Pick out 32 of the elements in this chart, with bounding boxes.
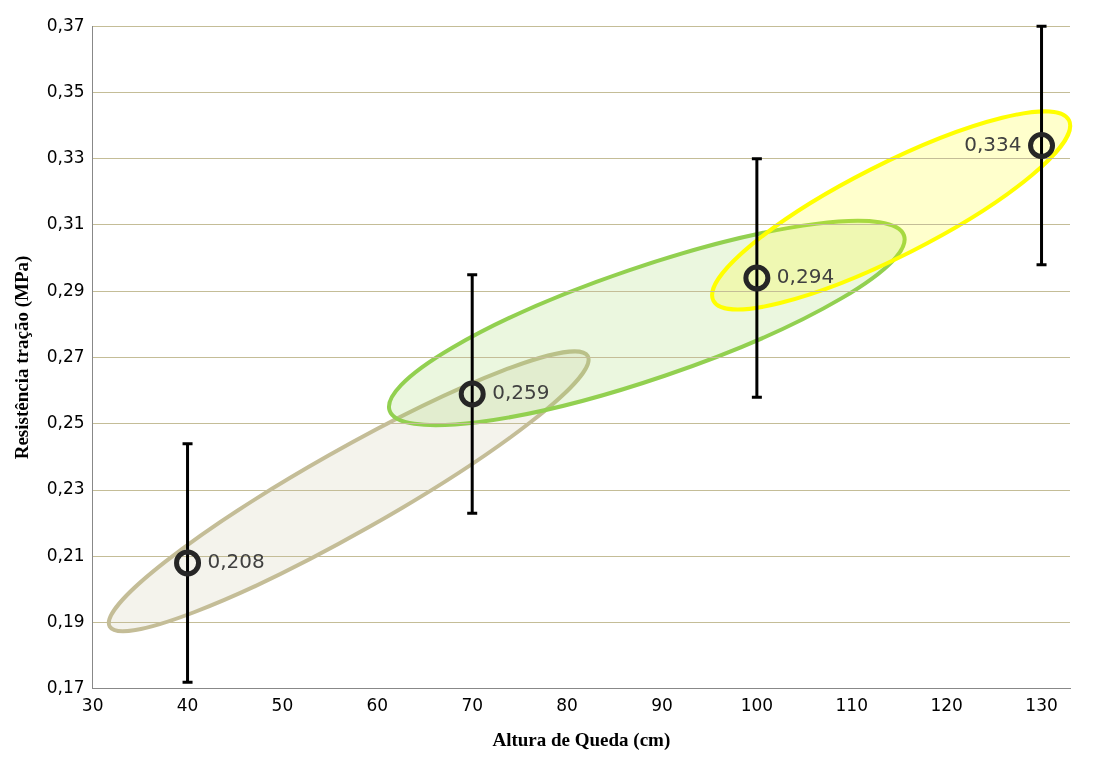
data-label: 0,294 [776,264,835,289]
x-tick-label: 110 [835,695,868,716]
data-label: 0,208 [207,549,265,574]
y-axis-title: Resistência tração (MPa) [11,255,34,460]
x-tick-label: 130 [1025,695,1058,716]
y-tick-label: 0,31 [46,213,85,234]
y-tick-label: 0,35 [46,80,85,101]
point [1028,131,1056,159]
x-axis-title: Altura de Queda (cm) [492,728,671,751]
y-tick-label: 0,33 [46,147,85,168]
x-tick-label: 90 [651,695,673,716]
y-tick-label: 0,25 [46,412,85,433]
point [458,380,486,408]
point [174,549,202,577]
x-tick-label: 30 [81,695,104,716]
data-label: 0,259 [492,380,550,405]
y-tick-label: 0,27 [46,345,85,366]
x-tick-label: 120 [930,695,963,716]
y-tick-label: 0,17 [46,677,85,698]
data-label: 0,334 [964,131,1022,156]
x-tick-label: 100 [740,695,774,716]
y-tick-label: 0,23 [46,478,85,499]
x-tick-label: 50 [271,695,294,716]
y-tick-label: 0,37 [46,14,85,35]
x-tick-label: 70 [461,695,484,716]
y-tick-label: 0,21 [46,544,85,565]
x-tick-label: 60 [366,695,389,716]
point [743,264,771,292]
x-tick-label: 80 [556,695,578,716]
y-tick-label: 0,29 [46,279,85,300]
y-tick-label: 0,19 [46,610,85,631]
x-tick-label: 40 [176,695,199,716]
